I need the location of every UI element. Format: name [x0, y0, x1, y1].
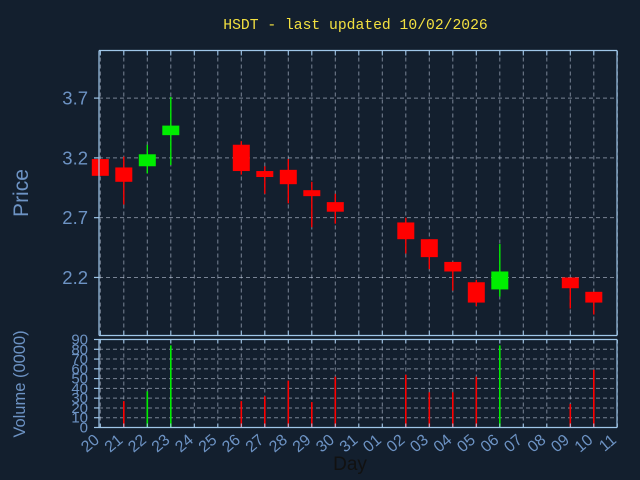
svg-text:3.2: 3.2 [62, 147, 88, 168]
svg-text:2.7: 2.7 [62, 207, 88, 228]
svg-text:3.7: 3.7 [62, 88, 88, 109]
svg-text:2.2: 2.2 [62, 267, 88, 288]
svg-text:Price: Price [10, 169, 33, 217]
svg-text:Day: Day [333, 454, 367, 475]
svg-text:90: 90 [71, 332, 88, 349]
svg-text:HSDT - last updated 10/02/2026: HSDT - last updated 10/02/2026 [223, 18, 487, 34]
svg-text:Volume (0000): Volume (0000) [11, 330, 29, 437]
